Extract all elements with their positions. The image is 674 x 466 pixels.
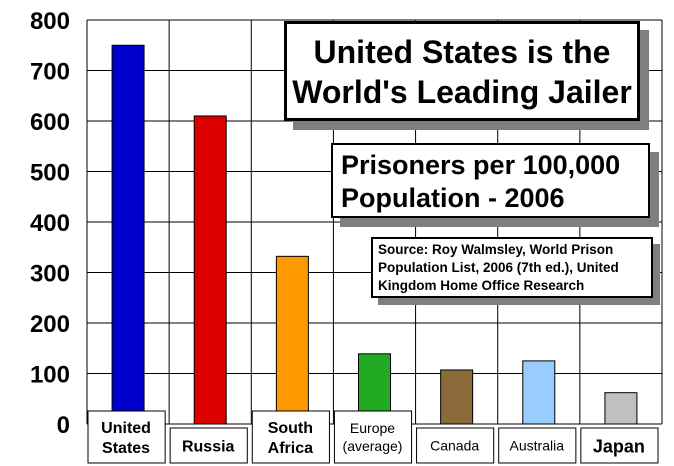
category-label-box: Russia	[169, 427, 248, 464]
category-label: Canada	[430, 438, 479, 454]
chart-subtitle-line-2: Population - 2006	[341, 183, 565, 213]
bar	[440, 369, 474, 425]
category-label: States	[102, 440, 150, 457]
y-tick-label: 300	[30, 261, 70, 288]
category-label-box: South Africa	[251, 410, 330, 464]
source-note-line-1: Source: Roy Walmsley, World Prison	[378, 242, 614, 257]
source-note: Source: Roy Walmsley, World Prison Popul…	[371, 237, 653, 298]
category-label-bg	[87, 410, 166, 464]
bar	[522, 360, 556, 425]
category-label: (average)	[343, 438, 403, 454]
x-axis-labels: United States Russia South Africa Europe (aver…	[87, 410, 659, 464]
category-label-bg	[416, 427, 495, 464]
chart-subtitle: Prisoners per 100,000 Population - 2006	[331, 143, 650, 218]
bar	[193, 115, 227, 425]
category-label-box: Australia	[498, 427, 577, 464]
y-tick-label: 800	[30, 8, 70, 35]
category-label-bg	[498, 427, 577, 464]
y-tick-label: 200	[30, 311, 70, 338]
y-tick-label: 700	[30, 59, 70, 86]
y-tick-label: 600	[30, 109, 70, 136]
category-label: Russia	[182, 439, 235, 456]
y-tick-label: 400	[30, 210, 70, 237]
category-label-box: United States	[87, 410, 166, 464]
y-tick-label: 100	[30, 362, 70, 389]
category-label: United	[101, 420, 151, 437]
category-label-box: Japan	[580, 427, 659, 464]
source-note-line-3: Kingdom Home Office Research	[378, 278, 585, 293]
category-label-bg	[169, 427, 248, 464]
category-label-box: Canada	[416, 427, 495, 464]
bar	[604, 392, 638, 425]
source-note-line-2: Population List, 2006 (7th ed.), United	[378, 260, 619, 275]
bar	[275, 255, 309, 425]
category-label-box: Europe (average)	[333, 410, 413, 464]
chart-subtitle-line-1: Prisoners per 100,000	[341, 150, 621, 180]
y-axis-ticks: 0 100 200 300 400 500 600 700 800	[30, 8, 70, 439]
chart-title-line-2: World's Leading Jailer	[292, 74, 632, 110]
category-label: South	[268, 420, 313, 437]
category-label-bg	[251, 410, 330, 464]
chart-title: United States is the World's Leading Jai…	[284, 21, 640, 121]
bar	[111, 44, 145, 425]
category-label: Europe	[350, 420, 395, 436]
category-label: Africa	[268, 440, 313, 457]
y-tick-label: 0	[57, 412, 70, 439]
category-label: Australia	[510, 438, 565, 454]
y-tick-label: 500	[30, 160, 70, 187]
category-label: Japan	[593, 437, 645, 457]
category-label-bg	[580, 427, 659, 464]
category-label-bg	[333, 410, 413, 464]
chart-title-line-1: United States is the	[313, 34, 611, 70]
